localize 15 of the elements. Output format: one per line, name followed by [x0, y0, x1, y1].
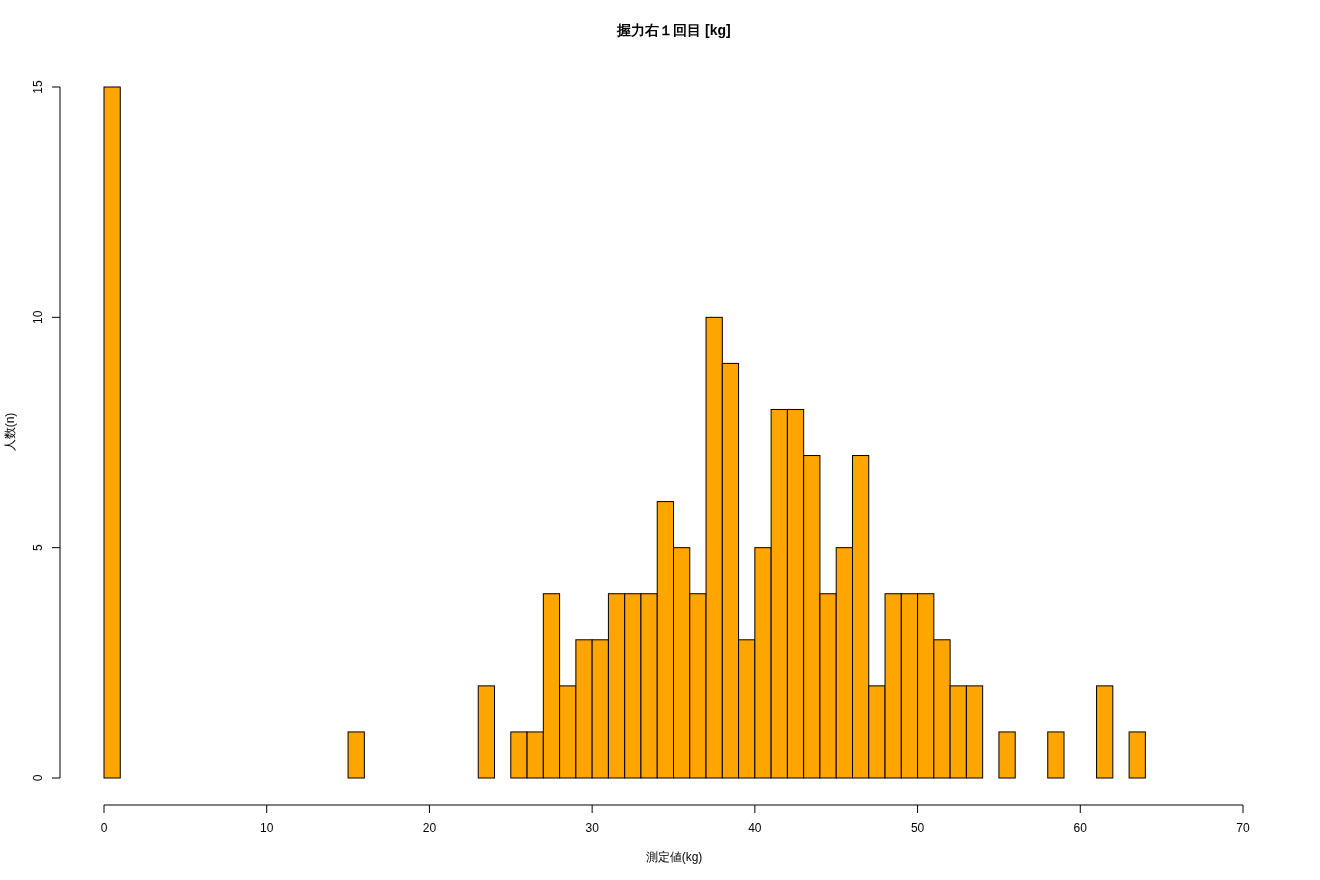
x-tick-label: 50 — [910, 821, 925, 835]
chart-title: 握力右１回目 [kg] — [616, 22, 731, 38]
x-tick-label: 20 — [422, 821, 437, 835]
x-tick-label: 60 — [1073, 821, 1088, 835]
x-tick-label: 0 — [100, 821, 108, 835]
y-tick-label: 10 — [31, 310, 45, 325]
x-tick-label: 30 — [585, 821, 600, 835]
y-axis-title: 人数(n) — [3, 412, 17, 452]
x-axis-title: 測定値(kg) — [645, 850, 703, 864]
y-tick-label: 0 — [31, 774, 45, 782]
x-tick-label: 40 — [748, 821, 762, 835]
x-tick-label: 10 — [260, 821, 274, 835]
y-tick-label: 5 — [31, 544, 45, 552]
x-tick-label: 70 — [1236, 821, 1250, 835]
y-tick-label: 15 — [31, 80, 45, 94]
